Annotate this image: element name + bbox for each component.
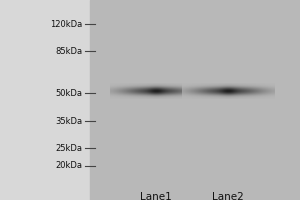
Text: 120kDa: 120kDa: [50, 20, 82, 29]
Text: 50kDa: 50kDa: [56, 89, 82, 98]
Text: 35kDa: 35kDa: [56, 117, 82, 126]
Text: 25kDa: 25kDa: [56, 144, 82, 153]
Text: 20kDa: 20kDa: [56, 161, 82, 170]
Bar: [90, 0, 300, 200]
Text: Lane1: Lane1: [140, 192, 172, 200]
Text: Lane2: Lane2: [212, 192, 244, 200]
Text: 85kDa: 85kDa: [56, 47, 82, 56]
